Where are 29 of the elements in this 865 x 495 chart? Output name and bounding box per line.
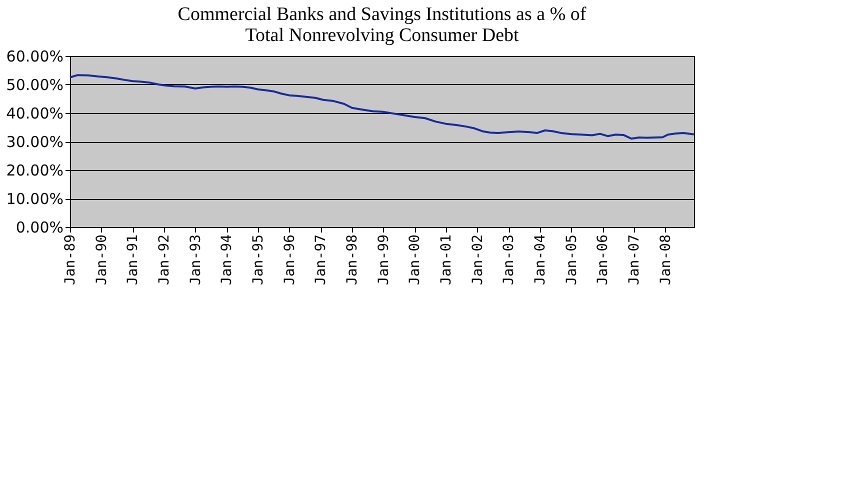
x-tick-label: Jan-01 — [438, 234, 454, 286]
x-tick-label: Jan-91 — [125, 234, 142, 286]
chart-title: Commercial Banks and Savings Institutions as a % of Total Nonrevolving Consumer Debt — [178, 4, 587, 46]
x-tick-label: Jan-96 — [282, 234, 298, 286]
x-tick-label: Jan-02 — [470, 234, 486, 286]
x-tick-label: Jan-08 — [658, 234, 674, 286]
x-tick-label: Jan-92 — [156, 234, 172, 286]
y-tick-label: 10.00% — [6, 190, 64, 208]
x-tick-label: Jan-07 — [626, 234, 642, 286]
x-tick-label: Jan-90 — [94, 234, 110, 286]
x-tick-label: Jan-03 — [501, 234, 518, 286]
x-tick-label: Jan-05 — [564, 234, 580, 286]
x-tick-label: Jan-04 — [532, 234, 548, 286]
y-tick-label: 20.00% — [6, 162, 64, 180]
x-tick-label: Jan-93 — [188, 234, 204, 286]
x-tick-label: Jan-00 — [407, 234, 424, 286]
x-tick-label: Jan-94 — [219, 234, 236, 286]
x-tick-label: Jan-98 — [344, 234, 360, 286]
y-tick-label: 30.00% — [6, 133, 64, 151]
x-tick-label: Jan-95 — [250, 234, 266, 286]
line-series — [69, 74, 695, 140]
x-tick-label: Jan-89 — [62, 234, 78, 286]
x-tick-label: Jan-06 — [595, 234, 612, 286]
x-tick-label: Jan-97 — [313, 234, 330, 286]
x-tick-label: Jan-99 — [376, 234, 392, 286]
y-tick-label: 0.00% — [16, 218, 64, 236]
y-tick-label: 40.00% — [6, 104, 64, 122]
y-tick-label: 50.00% — [6, 76, 64, 94]
y-tick-label: 60.00% — [6, 48, 64, 66]
